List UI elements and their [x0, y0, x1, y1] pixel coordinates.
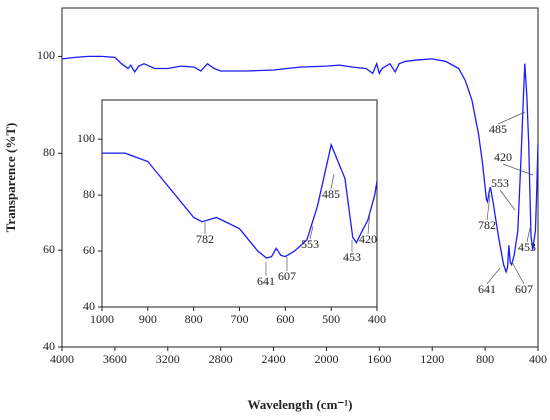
x-tick-label: 1200: [420, 352, 444, 366]
annotation: 420: [494, 150, 512, 164]
y-tick-label: 80: [43, 145, 55, 159]
annotation: 782: [196, 232, 214, 246]
annotation: 782: [478, 218, 496, 232]
y-tick-label: 60: [83, 243, 95, 257]
annotation: 553: [301, 237, 319, 251]
annotation: 607: [278, 269, 296, 283]
annotation: 607: [515, 282, 533, 296]
annotation-leader: [367, 209, 371, 235]
y-tick-label: 100: [77, 131, 95, 145]
x-tick-label: 800: [185, 312, 203, 326]
y-tick-label: 100: [37, 48, 55, 62]
y-axis-title: Transparence (%T): [3, 123, 18, 233]
spectrum-line: [61, 55, 539, 274]
plot-frame: [101, 99, 378, 308]
annotation-leader: [486, 194, 491, 221]
annotation-leader: [499, 189, 516, 211]
x-tick-label: 800: [476, 352, 494, 366]
x-tick-label: 3200: [156, 352, 180, 366]
y-tick-label: 40: [83, 299, 95, 313]
x-tick-label: 500: [322, 312, 340, 326]
x-tick-label: 1600: [367, 352, 391, 366]
annotation: 485: [489, 122, 507, 136]
annotation: 485: [322, 187, 340, 201]
annotation-leader: [330, 173, 335, 190]
x-tick-label: 2400: [262, 352, 286, 366]
y-tick-label: 60: [43, 242, 55, 256]
x-tick-label: 400: [368, 312, 386, 326]
annotation: 453: [343, 250, 361, 264]
x-tick-label: 2000: [314, 352, 338, 366]
annotation: 641: [257, 274, 275, 288]
x-tick-label: 2800: [209, 352, 233, 366]
annotation-leader: [511, 261, 525, 285]
x-tick-label: 3600: [103, 352, 127, 366]
annotation-leader: [502, 163, 534, 176]
annotation: 420: [359, 232, 377, 246]
annotation-leader: [526, 227, 531, 243]
x-axis-title: Wavelength (cm⁻¹): [248, 397, 353, 412]
annotation-leader: [497, 111, 526, 125]
annotation: 453: [518, 240, 536, 254]
spectrum-line: [102, 142, 378, 259]
x-tick-label: 600: [276, 312, 294, 326]
x-tick-label: 4000: [50, 352, 74, 366]
annotation: 553: [491, 176, 509, 190]
x-tick-label: 900: [139, 312, 157, 326]
x-tick-label: 400: [529, 352, 547, 366]
y-tick-label: 40: [43, 339, 55, 353]
x-tick-label: 1000: [90, 312, 114, 326]
annotation-leader: [309, 225, 314, 240]
annotation-leader: [486, 267, 501, 285]
y-tick-label: 80: [83, 187, 95, 201]
annotation: 641: [478, 282, 496, 296]
x-tick-label: 700: [231, 312, 249, 326]
